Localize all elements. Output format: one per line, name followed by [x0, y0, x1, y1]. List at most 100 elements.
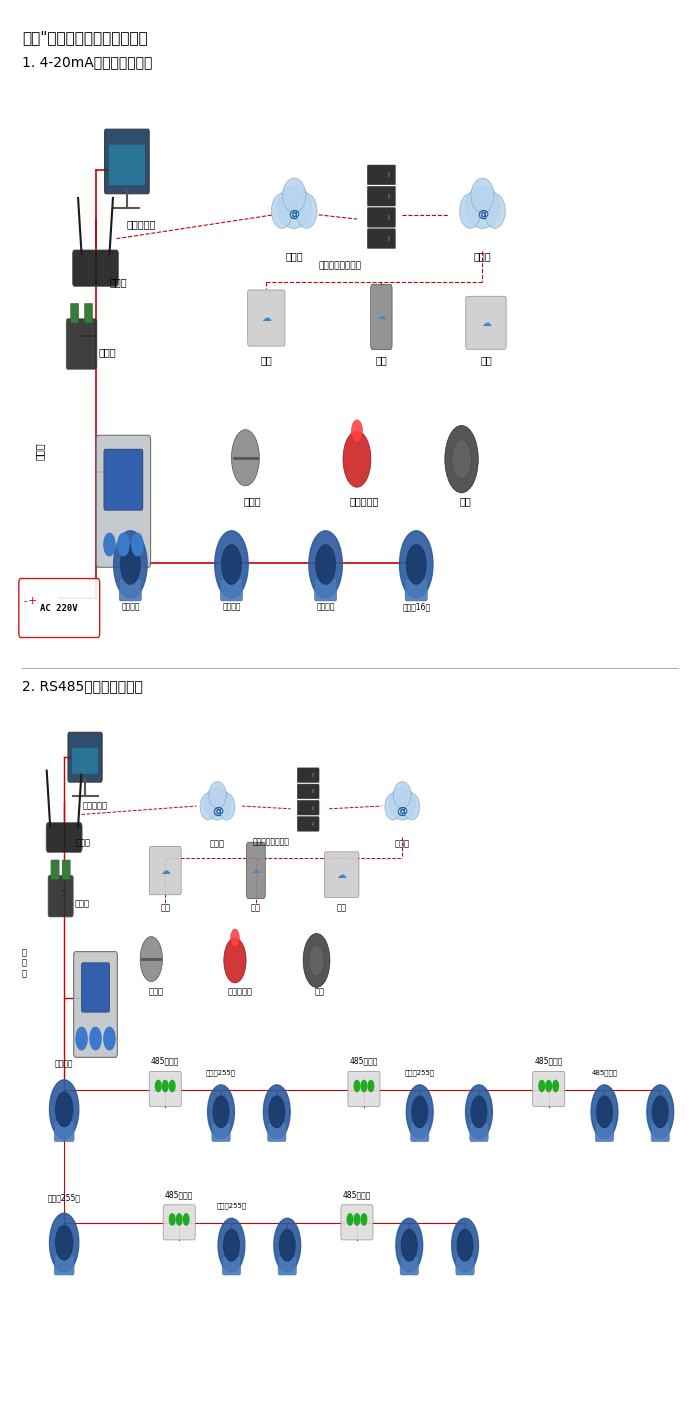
Text: 485中继器: 485中继器: [151, 1057, 179, 1065]
Text: ☁: ☁: [337, 870, 346, 879]
Text: 路由器: 路由器: [76, 839, 90, 847]
FancyBboxPatch shape: [149, 1071, 181, 1106]
FancyBboxPatch shape: [62, 860, 71, 879]
FancyBboxPatch shape: [72, 747, 98, 774]
Circle shape: [230, 929, 239, 947]
Ellipse shape: [204, 788, 231, 820]
Circle shape: [155, 1081, 161, 1092]
FancyBboxPatch shape: [220, 578, 243, 601]
FancyBboxPatch shape: [400, 1256, 419, 1275]
Text: @: @: [477, 210, 488, 219]
FancyBboxPatch shape: [163, 1204, 195, 1240]
Ellipse shape: [471, 179, 494, 212]
Circle shape: [368, 1081, 374, 1092]
FancyBboxPatch shape: [248, 290, 285, 346]
Text: 路由器: 路由器: [109, 277, 127, 287]
FancyBboxPatch shape: [651, 1123, 669, 1141]
Text: 通讯线: 通讯线: [35, 442, 45, 460]
Circle shape: [279, 1230, 295, 1261]
Ellipse shape: [466, 186, 500, 228]
Text: 2. RS485信号连接系统图: 2. RS485信号连接系统图: [22, 680, 144, 694]
Text: 485中继器: 485中继器: [165, 1190, 193, 1199]
Circle shape: [104, 1027, 115, 1050]
FancyBboxPatch shape: [149, 847, 181, 895]
Text: 手机: 手机: [375, 355, 387, 366]
Circle shape: [208, 1085, 234, 1138]
Text: 风机: 风机: [315, 988, 325, 996]
FancyBboxPatch shape: [46, 823, 82, 853]
FancyBboxPatch shape: [298, 784, 319, 799]
Text: 485中继器: 485中继器: [592, 1069, 617, 1075]
Circle shape: [55, 1092, 73, 1127]
FancyBboxPatch shape: [73, 250, 118, 287]
Circle shape: [55, 1225, 73, 1259]
Text: 终端: 终端: [480, 355, 492, 366]
Circle shape: [354, 1081, 360, 1092]
Circle shape: [471, 1096, 486, 1127]
FancyBboxPatch shape: [54, 1255, 74, 1275]
FancyBboxPatch shape: [314, 578, 337, 601]
Text: 1. 4-20mA信号连接系统图: 1. 4-20mA信号连接系统图: [22, 55, 153, 69]
FancyBboxPatch shape: [19, 578, 99, 637]
Circle shape: [269, 1096, 285, 1127]
FancyBboxPatch shape: [212, 1123, 230, 1141]
Ellipse shape: [209, 782, 226, 808]
Circle shape: [232, 429, 260, 485]
FancyBboxPatch shape: [324, 851, 359, 898]
Text: 信号输出: 信号输出: [121, 602, 139, 612]
FancyBboxPatch shape: [267, 1123, 286, 1141]
Circle shape: [553, 1081, 559, 1092]
Circle shape: [104, 533, 115, 556]
FancyBboxPatch shape: [410, 1123, 429, 1141]
Text: 485中继器: 485中继器: [350, 1057, 378, 1065]
FancyBboxPatch shape: [51, 860, 60, 879]
Circle shape: [444, 425, 478, 492]
FancyBboxPatch shape: [371, 284, 392, 349]
Text: 单机版电脑: 单机版电脑: [83, 802, 108, 810]
Circle shape: [176, 1214, 182, 1225]
Circle shape: [546, 1081, 552, 1092]
Circle shape: [218, 1218, 245, 1272]
Circle shape: [118, 533, 129, 556]
FancyBboxPatch shape: [368, 229, 395, 249]
Text: 电磁阀: 电磁阀: [148, 988, 164, 996]
FancyBboxPatch shape: [595, 1123, 614, 1141]
Text: 互联网: 互联网: [395, 840, 409, 848]
Circle shape: [263, 1085, 290, 1138]
Text: 信号输出: 信号输出: [222, 602, 241, 612]
Circle shape: [303, 933, 330, 988]
Text: 互联网: 互联网: [474, 252, 491, 262]
Ellipse shape: [277, 186, 312, 228]
Text: 转换器: 转换器: [99, 348, 117, 357]
Text: 通
讯
线: 通 讯 线: [21, 948, 26, 978]
Circle shape: [596, 1096, 612, 1127]
FancyBboxPatch shape: [341, 1204, 373, 1240]
Circle shape: [309, 944, 324, 976]
Circle shape: [309, 530, 342, 598]
Text: 手机: 手机: [251, 903, 261, 912]
FancyBboxPatch shape: [405, 578, 428, 601]
FancyBboxPatch shape: [74, 951, 118, 1058]
FancyBboxPatch shape: [71, 304, 79, 324]
Ellipse shape: [385, 794, 401, 820]
Text: +: +: [28, 597, 38, 606]
Circle shape: [402, 1230, 417, 1261]
Text: 声光报警器: 声光报警器: [228, 988, 253, 996]
FancyBboxPatch shape: [278, 1256, 297, 1275]
Circle shape: [90, 1027, 101, 1050]
Circle shape: [400, 530, 433, 598]
Text: 安帕尔网络服务器: 安帕尔网络服务器: [253, 837, 289, 846]
Circle shape: [215, 530, 248, 598]
Text: -: -: [24, 597, 28, 606]
FancyBboxPatch shape: [223, 1256, 241, 1275]
Circle shape: [169, 1214, 175, 1225]
Circle shape: [396, 1218, 423, 1272]
Text: 转换器: 转换器: [75, 900, 90, 909]
Ellipse shape: [200, 794, 216, 820]
Text: 可连接255台: 可连接255台: [206, 1069, 236, 1075]
Circle shape: [361, 1214, 367, 1225]
Circle shape: [76, 1027, 87, 1050]
Text: AC 220V: AC 220V: [41, 604, 78, 612]
Text: ☁: ☁: [160, 865, 170, 875]
FancyBboxPatch shape: [68, 732, 102, 782]
